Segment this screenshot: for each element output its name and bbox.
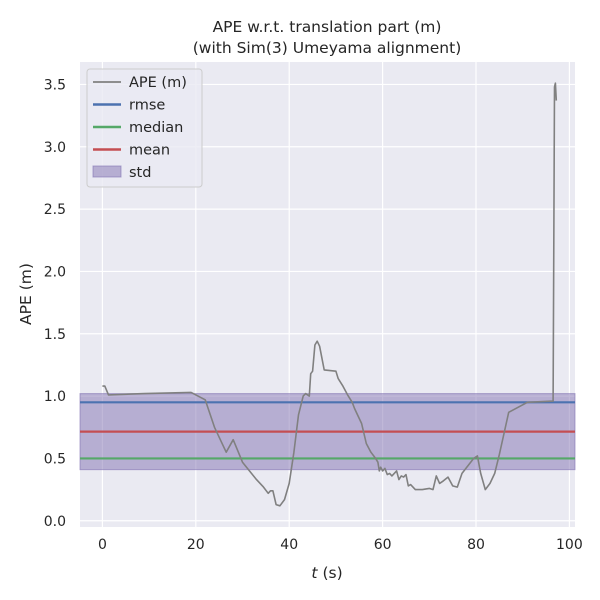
y-axis-label: APE (m) xyxy=(17,263,35,325)
legend-label: median xyxy=(129,120,183,136)
x-axis-var: t xyxy=(311,564,318,582)
x-tick-label: 60 xyxy=(374,537,392,553)
legend-label: std xyxy=(129,165,151,181)
ape-series-line xyxy=(102,82,558,507)
chart-title-group: APE w.r.t. translation part (m) (with Si… xyxy=(193,18,462,57)
x-tick-labels: 0 20 40 60 80 100 xyxy=(98,537,583,553)
x-tick-label: 20 xyxy=(187,537,205,553)
legend-label: APE (m) xyxy=(129,75,187,91)
legend-label: rmse xyxy=(129,98,165,114)
legend-swatch-std xyxy=(92,165,122,178)
x-axis-unit: (s) xyxy=(322,564,342,582)
chart-subtitle: (with Sim(3) Umeyama alignment) xyxy=(193,39,462,57)
y-tick-label: 2.5 xyxy=(44,202,66,218)
x-tick-label: 0 xyxy=(98,537,107,553)
y-tick-label: 1.5 xyxy=(44,327,66,343)
legend-frame xyxy=(86,68,203,188)
x-tick-label: 80 xyxy=(467,537,485,553)
y-tick-label: 2.0 xyxy=(44,264,66,280)
y-tick-labels: 0.0 0.5 1.0 1.5 2.0 2.5 3.0 3.5 xyxy=(44,77,66,529)
series-layer xyxy=(102,82,558,507)
y-tick-label: 3.5 xyxy=(44,77,66,93)
chart-title: APE w.r.t. translation part (m) xyxy=(213,18,442,36)
legend: APE (m) rmse median mean std xyxy=(86,68,203,188)
stat-lines xyxy=(80,401,575,460)
y-tick-label: 3.0 xyxy=(44,140,66,156)
x-tick-label: 100 xyxy=(556,537,583,553)
y-tick-label: 0.0 xyxy=(44,514,66,530)
y-tick-label: 0.5 xyxy=(44,451,66,467)
x-axis-label: t (s) xyxy=(311,564,342,582)
x-tick-label: 40 xyxy=(280,537,298,553)
legend-label: mean xyxy=(129,143,170,159)
y-tick-label: 1.0 xyxy=(44,389,66,405)
